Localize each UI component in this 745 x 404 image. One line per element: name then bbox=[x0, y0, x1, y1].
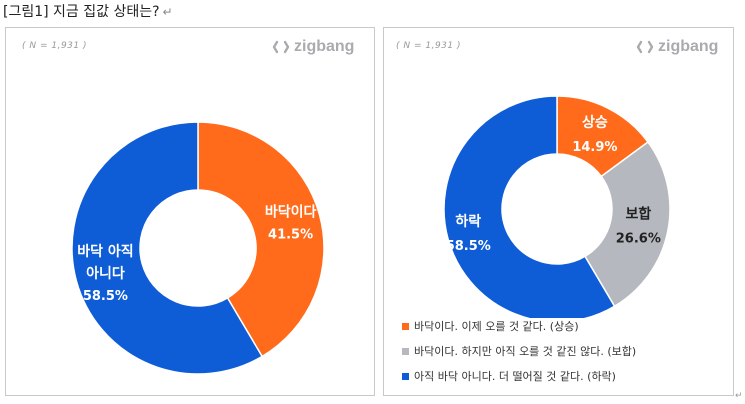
legend-label: 아직 바닥 아니다. 더 떨어질 것 같다. (하락) bbox=[414, 370, 616, 383]
legend-label: 바닥이다. 하지만 아직 오를 것 같진 않다. (보합) bbox=[414, 345, 637, 358]
return-mark-icon: ↵ bbox=[735, 391, 743, 401]
slice-value-label: 58.5% bbox=[446, 239, 491, 254]
pie-slice bbox=[583, 140, 671, 308]
slice-label: 하락 bbox=[455, 213, 481, 230]
slice-label: 아니다 bbox=[86, 265, 125, 282]
slice-label: 바닥이다 bbox=[265, 204, 317, 221]
slice-value-label: 26.6% bbox=[616, 231, 661, 246]
slice-label: 보합 bbox=[625, 205, 651, 222]
legend-swatch-gray bbox=[402, 347, 409, 355]
legend-item-down: 아직 바닥 아니다. 더 떨어질 것 같다. (하락) bbox=[402, 368, 616, 384]
caption-text: [그림1] 지금 집값 상태는? bbox=[3, 4, 160, 20]
return-mark-icon: ↵ bbox=[162, 5, 173, 19]
legend-item-flat: 바닥이다. 하지만 아직 오를 것 같진 않다. (보합) bbox=[402, 343, 636, 359]
legend-item-up: 바닥이다. 이제 오를 것 같다. (상승) bbox=[402, 318, 579, 334]
pie-slice bbox=[197, 121, 325, 358]
sample-size-note: ( N = 1,931 ) bbox=[22, 41, 88, 51]
slice-value-label: 58.5% bbox=[83, 289, 128, 304]
legend-swatch-orange bbox=[402, 322, 409, 330]
zigbang-logo-icon bbox=[636, 40, 654, 54]
brand-logo: zigbang bbox=[272, 38, 354, 56]
slice-value-label: 14.9% bbox=[572, 140, 617, 155]
figure-caption: [그림1] 지금 집값 상태는? ↵ bbox=[3, 1, 173, 21]
legend-swatch-blue bbox=[402, 372, 409, 380]
brand-name: zigbang bbox=[658, 38, 719, 55]
donut-chart-right: 상승 14.9% 보합 26.6% 하락 58.5% bbox=[443, 95, 671, 318]
legend-label: 바닥이다. 이제 오를 것 같다. (상승) bbox=[414, 320, 579, 333]
sample-size-note: ( N = 1,931 ) bbox=[396, 41, 462, 51]
slice-label: 상승 bbox=[582, 115, 608, 131]
slice-value-label: 41.5% bbox=[268, 228, 313, 243]
brand-name: zigbang bbox=[294, 38, 355, 55]
zigbang-logo-icon bbox=[272, 40, 290, 54]
chart-panel-right: ( N = 1,931 ) zigbang 상승 14.9% 보합 26.6% 하락 58… bbox=[383, 27, 734, 396]
slice-label: 바닥 아직 bbox=[77, 243, 133, 260]
brand-logo: zigbang bbox=[636, 38, 718, 56]
pie-slice bbox=[71, 121, 264, 375]
pie-slice bbox=[443, 95, 616, 318]
